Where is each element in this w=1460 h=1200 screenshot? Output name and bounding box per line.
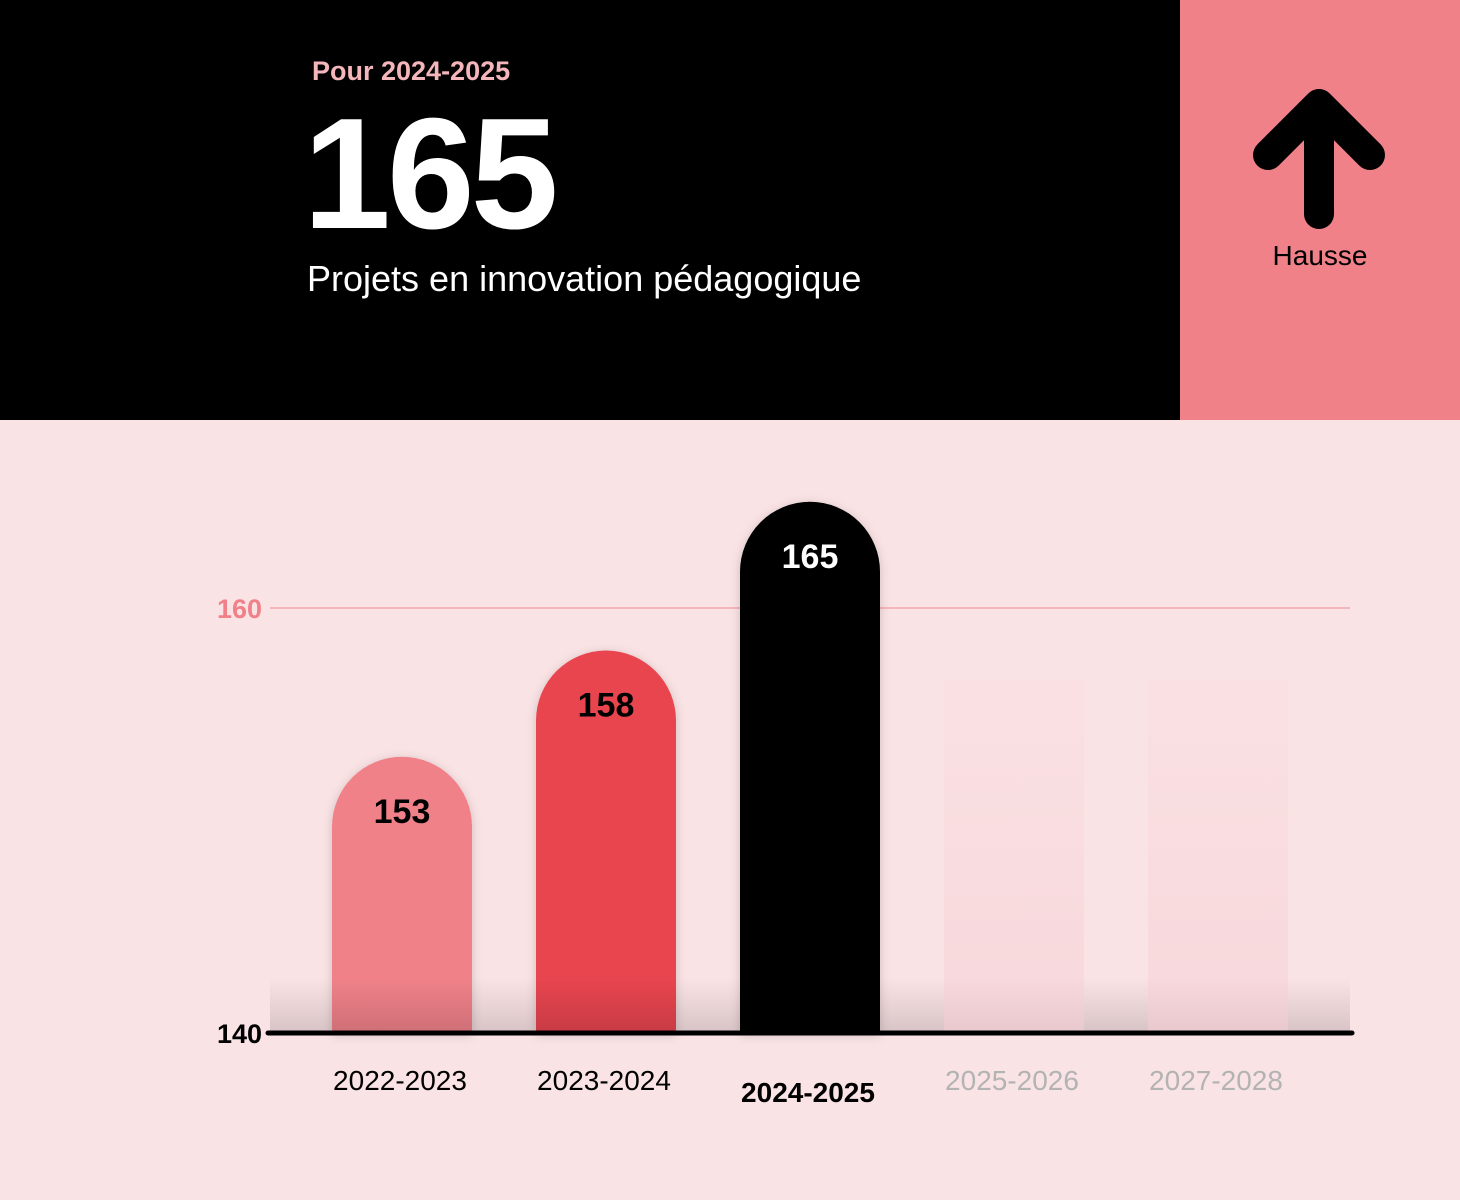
bar xyxy=(536,650,676,1033)
x-category-label: 2024-2025 xyxy=(741,1077,875,1108)
placeholder-bar xyxy=(1148,680,1288,1033)
headline-value: 165 xyxy=(303,86,559,262)
placeholder-bar xyxy=(944,680,1084,1033)
headline-subtitle: Projets en innovation pédagogique xyxy=(307,258,862,299)
bar xyxy=(332,756,472,1033)
bar-base-shade xyxy=(536,978,676,1033)
bar-value-label: 158 xyxy=(578,687,635,725)
x-category-label: 2027-2028 xyxy=(1149,1065,1283,1096)
bar-value-label: 165 xyxy=(782,538,839,576)
bar xyxy=(740,501,880,1033)
bar-base-shade xyxy=(332,978,472,1033)
period-label: Pour 2024-2025 xyxy=(312,56,511,86)
x-category-label: 2025-2026 xyxy=(945,1065,1079,1096)
x-category-label: 2023-2024 xyxy=(537,1065,671,1096)
y-tick-label: 140 xyxy=(217,1019,262,1049)
arrow-up-icon xyxy=(1253,89,1385,229)
bar-value-label: 153 xyxy=(374,793,431,831)
y-tick-label: 160 xyxy=(217,594,262,624)
header-panel xyxy=(0,0,1180,420)
bar-chart: 140 160 153 2022-2023 158 2023-2024 165 2024-2… xyxy=(217,501,1355,1108)
trend-label: Hausse xyxy=(1272,240,1368,271)
x-category-label: 2022-2023 xyxy=(333,1065,467,1096)
